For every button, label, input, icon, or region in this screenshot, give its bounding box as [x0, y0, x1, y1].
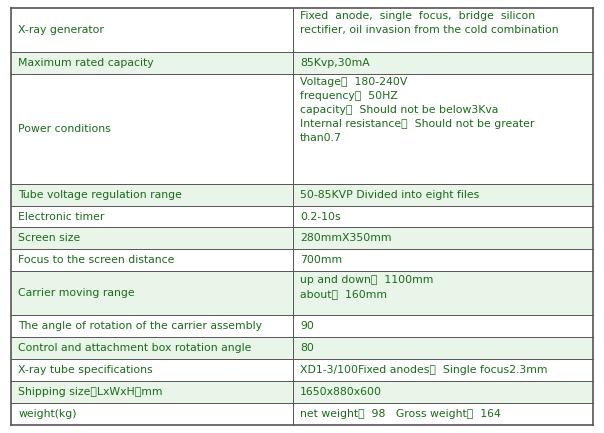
Bar [293, 359, 593, 381]
Text: 1650x880x600: 1650x880x600 [300, 387, 382, 397]
Bar [11, 184, 293, 206]
Text: XD1-3/100Fixed anodes，  Single focus2.3mm: XD1-3/100Fixed anodes， Single focus2.3mm [300, 365, 548, 375]
Bar [11, 337, 293, 359]
Text: Voltage：  180-240V
frequency：  50HZ
capacity：  Should not be below3Kva
Internal : Voltage： 180-240V frequency： 50HZ capaci… [300, 77, 535, 143]
Text: 80: 80 [300, 343, 314, 353]
Text: weight(kg): weight(kg) [18, 409, 77, 419]
Text: up and down：  1100mm
about：  160mm: up and down： 1100mm about： 160mm [300, 275, 434, 299]
Bar [11, 315, 293, 337]
Text: Focus to the screen distance: Focus to the screen distance [18, 255, 175, 265]
Bar [293, 249, 593, 271]
Text: Fixed  anode,  single  focus,  bridge  silicon
rectifier, oil invasion from the : Fixed anode, single focus, bridge silico… [300, 11, 559, 35]
Text: X-ray generator: X-ray generator [18, 25, 104, 35]
Text: Power conditions: Power conditions [18, 124, 111, 134]
Text: Electronic timer: Electronic timer [18, 211, 104, 222]
Bar [11, 359, 293, 381]
Bar [293, 52, 593, 74]
Bar [293, 74, 593, 184]
Bar [11, 271, 293, 315]
Bar [293, 315, 593, 337]
Bar [293, 403, 593, 425]
Text: Carrier moving range: Carrier moving range [18, 288, 135, 298]
Text: Shipping size（LxWxH）mm: Shipping size（LxWxH）mm [18, 387, 162, 397]
Bar [11, 52, 293, 74]
Bar [11, 8, 293, 52]
Text: 0.2-10s: 0.2-10s [300, 211, 341, 222]
Bar [11, 403, 293, 425]
Text: 280mmX350mm: 280mmX350mm [300, 233, 391, 243]
Bar [293, 184, 593, 206]
Bar [293, 271, 593, 315]
Bar [293, 8, 593, 52]
Text: 700mm: 700mm [300, 255, 342, 265]
Text: Control and attachment box rotation angle: Control and attachment box rotation angl… [18, 343, 251, 353]
Text: Maximum rated capacity: Maximum rated capacity [18, 58, 154, 68]
Text: X-ray tube specifications: X-ray tube specifications [18, 365, 153, 375]
Bar [293, 337, 593, 359]
Bar [293, 206, 593, 227]
Bar [11, 249, 293, 271]
Text: Tube voltage regulation range: Tube voltage regulation range [18, 190, 182, 200]
Bar [11, 206, 293, 227]
Text: 85Kvp,30mA: 85Kvp,30mA [300, 58, 370, 68]
Text: 50-85KVP Divided into eight files: 50-85KVP Divided into eight files [300, 190, 480, 200]
Bar [11, 227, 293, 249]
Bar [11, 74, 293, 184]
Text: Screen size: Screen size [18, 233, 80, 243]
Text: 90: 90 [300, 321, 314, 331]
Bar [293, 381, 593, 403]
Bar [293, 227, 593, 249]
Text: The angle of rotation of the carrier assembly: The angle of rotation of the carrier ass… [18, 321, 262, 331]
Bar [11, 381, 293, 403]
Text: net weight：  98   Gross weight：  164: net weight： 98 Gross weight： 164 [300, 409, 501, 419]
